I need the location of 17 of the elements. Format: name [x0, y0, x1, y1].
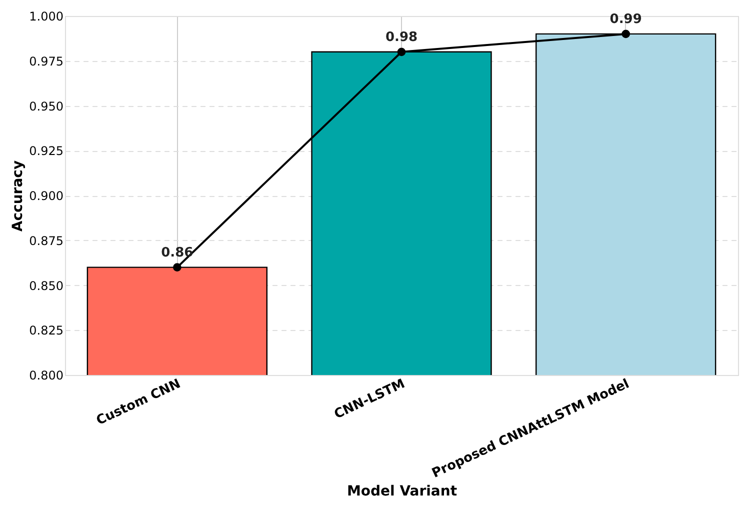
y-tick-label: 0.900 — [29, 189, 64, 203]
y-tick-label: 0.800 — [29, 368, 64, 382]
y-tick-label: 0.925 — [29, 144, 64, 158]
y-tick-label: 0.950 — [29, 99, 64, 114]
y-tick-label: 0.975 — [29, 54, 64, 68]
data-label: 0.99 — [610, 12, 642, 27]
point — [172, 263, 182, 272]
y-tick-label: 0.850 — [29, 278, 64, 293]
y-tick-label: 0.825 — [29, 324, 64, 338]
x-axis-title: Model Variant — [346, 483, 458, 500]
y-tick-label: 0.875 — [29, 234, 64, 248]
data-label: 0.86 — [161, 245, 194, 260]
data-label: 0.98 — [385, 30, 418, 45]
point — [397, 48, 406, 56]
y-tick-label: 1.000 — [29, 10, 64, 24]
y-axis-title: Accuracy — [10, 160, 26, 232]
point — [622, 30, 630, 38]
